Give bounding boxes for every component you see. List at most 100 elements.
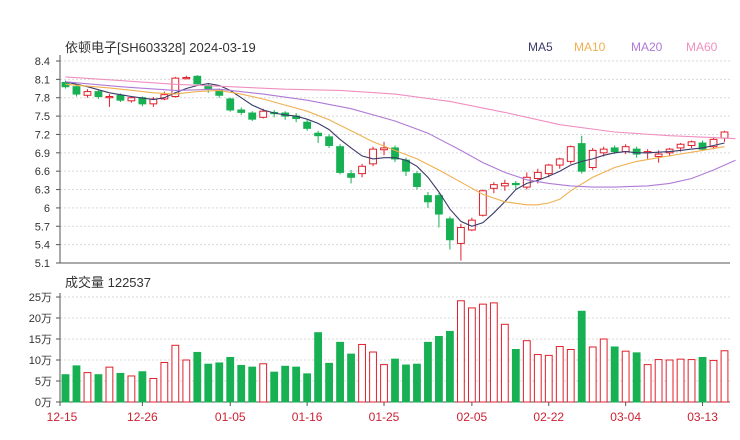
volume-bar-down — [577, 310, 586, 403]
legend-ma60: MA60 — [686, 40, 718, 54]
volume-bar-down — [226, 356, 235, 403]
candle-down — [577, 143, 586, 172]
date-tick-label: 12-26 — [127, 410, 158, 424]
date-tick-label: 03-04 — [610, 410, 641, 424]
price-tick-label: 8.4 — [35, 56, 50, 68]
price-tick-label: 6.9 — [35, 148, 50, 160]
candles — [61, 75, 729, 261]
volume-bar-down — [281, 365, 290, 403]
candle-down — [303, 121, 312, 129]
volume-bar-up — [105, 366, 114, 403]
price-tick-label: 6.3 — [35, 185, 50, 197]
candle-down — [511, 182, 520, 186]
volume-bar-down — [336, 341, 344, 403]
volume-bar-down — [72, 365, 81, 403]
date-tick-label: 12-15 — [47, 410, 78, 424]
volume-bar-down — [610, 346, 619, 403]
candle-up — [544, 164, 553, 175]
volume-bar-down — [193, 351, 202, 403]
price-tick-label: 8.1 — [35, 74, 50, 86]
price-tick-label: 7.2 — [35, 129, 50, 141]
candle-up — [720, 131, 729, 139]
candle-down — [698, 142, 707, 150]
candle-up — [380, 147, 388, 151]
volume-bar-down — [204, 363, 213, 403]
candle-down — [336, 146, 344, 173]
candle-down — [193, 75, 202, 85]
candle-up — [500, 182, 509, 187]
candle-down — [413, 173, 421, 187]
candle-down — [226, 98, 235, 111]
volume-bar-up — [171, 344, 180, 403]
volume-bar-up — [566, 349, 575, 403]
price-tick-label: 6 — [44, 203, 50, 215]
candle-up — [259, 110, 268, 118]
volume-label: 成交量 122537 — [65, 275, 151, 290]
volume-bar-up — [665, 359, 674, 403]
volume-bar-down — [511, 349, 520, 403]
volume-tick-label: 5万 — [35, 376, 52, 388]
volume-bar-down — [270, 371, 279, 403]
volume-bar-up — [555, 346, 564, 403]
candle-up — [149, 98, 158, 105]
ma-line-ma60 — [65, 76, 736, 140]
volume-bar-up — [83, 372, 92, 403]
volume-bar-down — [215, 362, 224, 403]
candle-down — [237, 109, 246, 113]
volume-bar-up — [654, 359, 663, 403]
volume-bar-up — [621, 350, 630, 403]
volume-bar-down — [413, 363, 421, 403]
price-tick-label: 5.1 — [35, 258, 50, 270]
candle-up — [83, 91, 92, 96]
volume-bar-up — [380, 364, 388, 403]
volume-bar-up — [149, 377, 158, 403]
date-tick-label: 01-05 — [215, 410, 246, 424]
candle-up — [358, 165, 366, 175]
volume-bar-up — [522, 340, 531, 403]
candle-up — [555, 158, 564, 166]
volume-tick-label: 20万 — [29, 313, 52, 325]
volume-bar-up — [358, 343, 366, 403]
volume-bar-down — [61, 374, 70, 403]
volume-bar-up — [533, 354, 542, 403]
volume-bar-down — [446, 330, 454, 403]
candle-down — [632, 148, 641, 155]
candle-up — [687, 141, 696, 146]
volume-bar-up — [643, 364, 652, 403]
volume-bar-up — [369, 351, 377, 403]
volume-bar-up — [467, 307, 476, 403]
volume-bar-up — [182, 359, 191, 403]
price-tick-label: 6.6 — [35, 166, 50, 178]
volume-bar-down — [314, 332, 323, 403]
date-tick-label: 02-05 — [457, 410, 488, 424]
candle-up — [171, 77, 180, 98]
candle-up — [105, 96, 114, 99]
candle-down — [435, 195, 443, 215]
volume-bar-down — [632, 352, 641, 403]
candle-up — [127, 97, 136, 102]
ma-lines — [65, 76, 736, 227]
price-tick-label: 5.7 — [35, 221, 50, 233]
candle-up — [676, 143, 685, 149]
candle-down — [391, 147, 399, 160]
candle-down — [116, 94, 125, 101]
volume-bar-up — [259, 363, 268, 403]
candle-up — [160, 94, 169, 100]
volume-bar-up — [160, 362, 169, 403]
candle-down — [424, 195, 432, 203]
candle-up — [566, 146, 575, 162]
volume-bar-down — [325, 362, 334, 403]
price-tick-label: 7.8 — [35, 93, 50, 105]
volume-bar-down — [435, 335, 443, 403]
volume-bars — [61, 300, 729, 403]
volume-bar-down — [248, 366, 257, 403]
volume-bar-up — [456, 300, 465, 403]
candle-down — [347, 173, 355, 178]
volume-bar-down — [424, 341, 432, 403]
candle-down — [325, 136, 334, 146]
legend-ma10: MA10 — [574, 40, 606, 54]
date-axis: 12-15 12-26 01-05 01-16 01-25 02-05 02-22 03-04… — [47, 402, 718, 424]
candle-down — [446, 218, 454, 241]
legend-ma20: MA20 — [631, 40, 663, 54]
